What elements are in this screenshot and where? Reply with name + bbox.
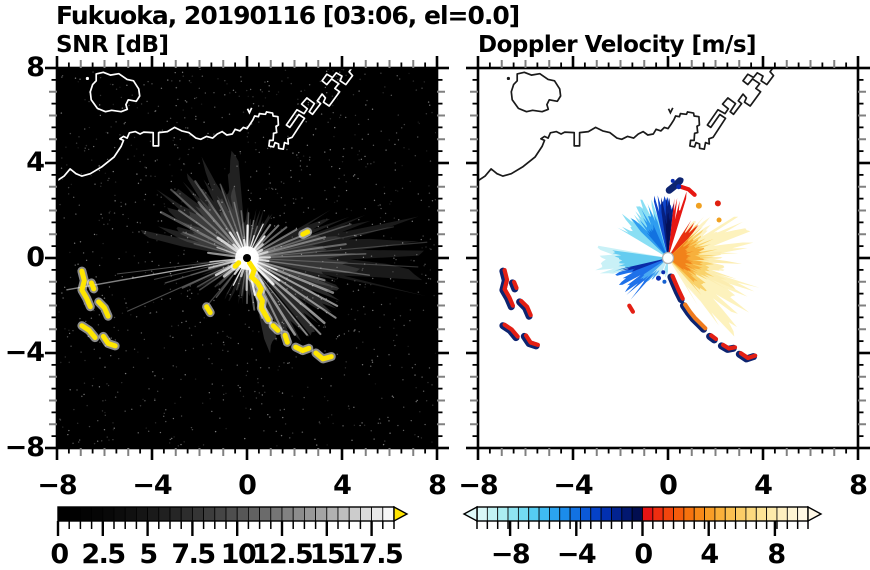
radar-site-dot	[243, 254, 251, 262]
x-tick-label: −4	[132, 470, 172, 501]
colorbar-overflow-arrow	[807, 505, 823, 523]
y-tick-label: 0	[26, 242, 45, 273]
vel-colorbar-label: −8	[490, 539, 531, 570]
vel-colorbar-label: 8	[767, 539, 786, 570]
velocity-ship-echoes	[499, 177, 758, 363]
panel-title-velocity: Doppler Velocity [m/s]	[478, 32, 757, 58]
x-tick-label: 4	[333, 470, 352, 501]
colorbar-overflow-arrow	[393, 505, 409, 523]
velocity-spot-echoes	[656, 178, 722, 284]
vel-colorbar-label: 0	[634, 539, 653, 570]
y-tick-label: 4	[26, 147, 45, 178]
vel-colorbar-label: 4	[700, 539, 719, 570]
x-tick-label: −4	[553, 470, 593, 501]
velocity-colorbar	[462, 505, 823, 536]
snr-colorbar-label: 15	[309, 539, 346, 570]
panel-content-snr	[57, 68, 437, 448]
x-tick-label: 8	[849, 470, 868, 501]
snr-colorbar-label: 0	[50, 539, 69, 570]
velocity-fans	[595, 191, 760, 337]
panel-frame-vel	[466, 56, 870, 460]
x-tick-label: 8	[428, 470, 447, 501]
x-tick-label: 4	[754, 470, 773, 501]
panel-content-vel	[478, 68, 858, 448]
coastline-snr	[57, 68, 354, 182]
snr-colorbar	[56, 505, 409, 536]
figure-title: Fukuoka, 20190116 [03:06, el=0.0]	[56, 1, 520, 30]
snr-colorbar-label: 7.5	[171, 539, 216, 570]
panel-frame-snr	[45, 56, 449, 460]
snr-saturated-echoes	[77, 227, 336, 364]
snr-colorbar-label: 12.5	[251, 539, 314, 570]
vel-colorbar-label: −4	[556, 539, 597, 570]
panel-title-snr: SNR [dB]	[56, 32, 169, 58]
y-tick-label: −8	[4, 432, 45, 463]
x-tick-label: −8	[458, 470, 498, 501]
snr-colorbar-label: 2.5	[81, 539, 126, 570]
snr-colorbar-label: 5	[139, 539, 158, 570]
coastline-vel	[478, 68, 775, 182]
x-tick-label: 0	[659, 470, 678, 501]
x-tick-label: −8	[37, 470, 77, 501]
snr-colorbar-label: 17.5	[341, 539, 404, 570]
snr-colorbar-label: 10	[220, 539, 257, 570]
y-tick-label: −4	[4, 337, 45, 368]
snr-noise-speckle	[57, 68, 437, 448]
x-tick-label: 0	[238, 470, 257, 501]
y-tick-label: 8	[26, 52, 45, 83]
colorbar-underflow-arrow	[462, 505, 478, 523]
radar-site-dot	[661, 251, 675, 265]
